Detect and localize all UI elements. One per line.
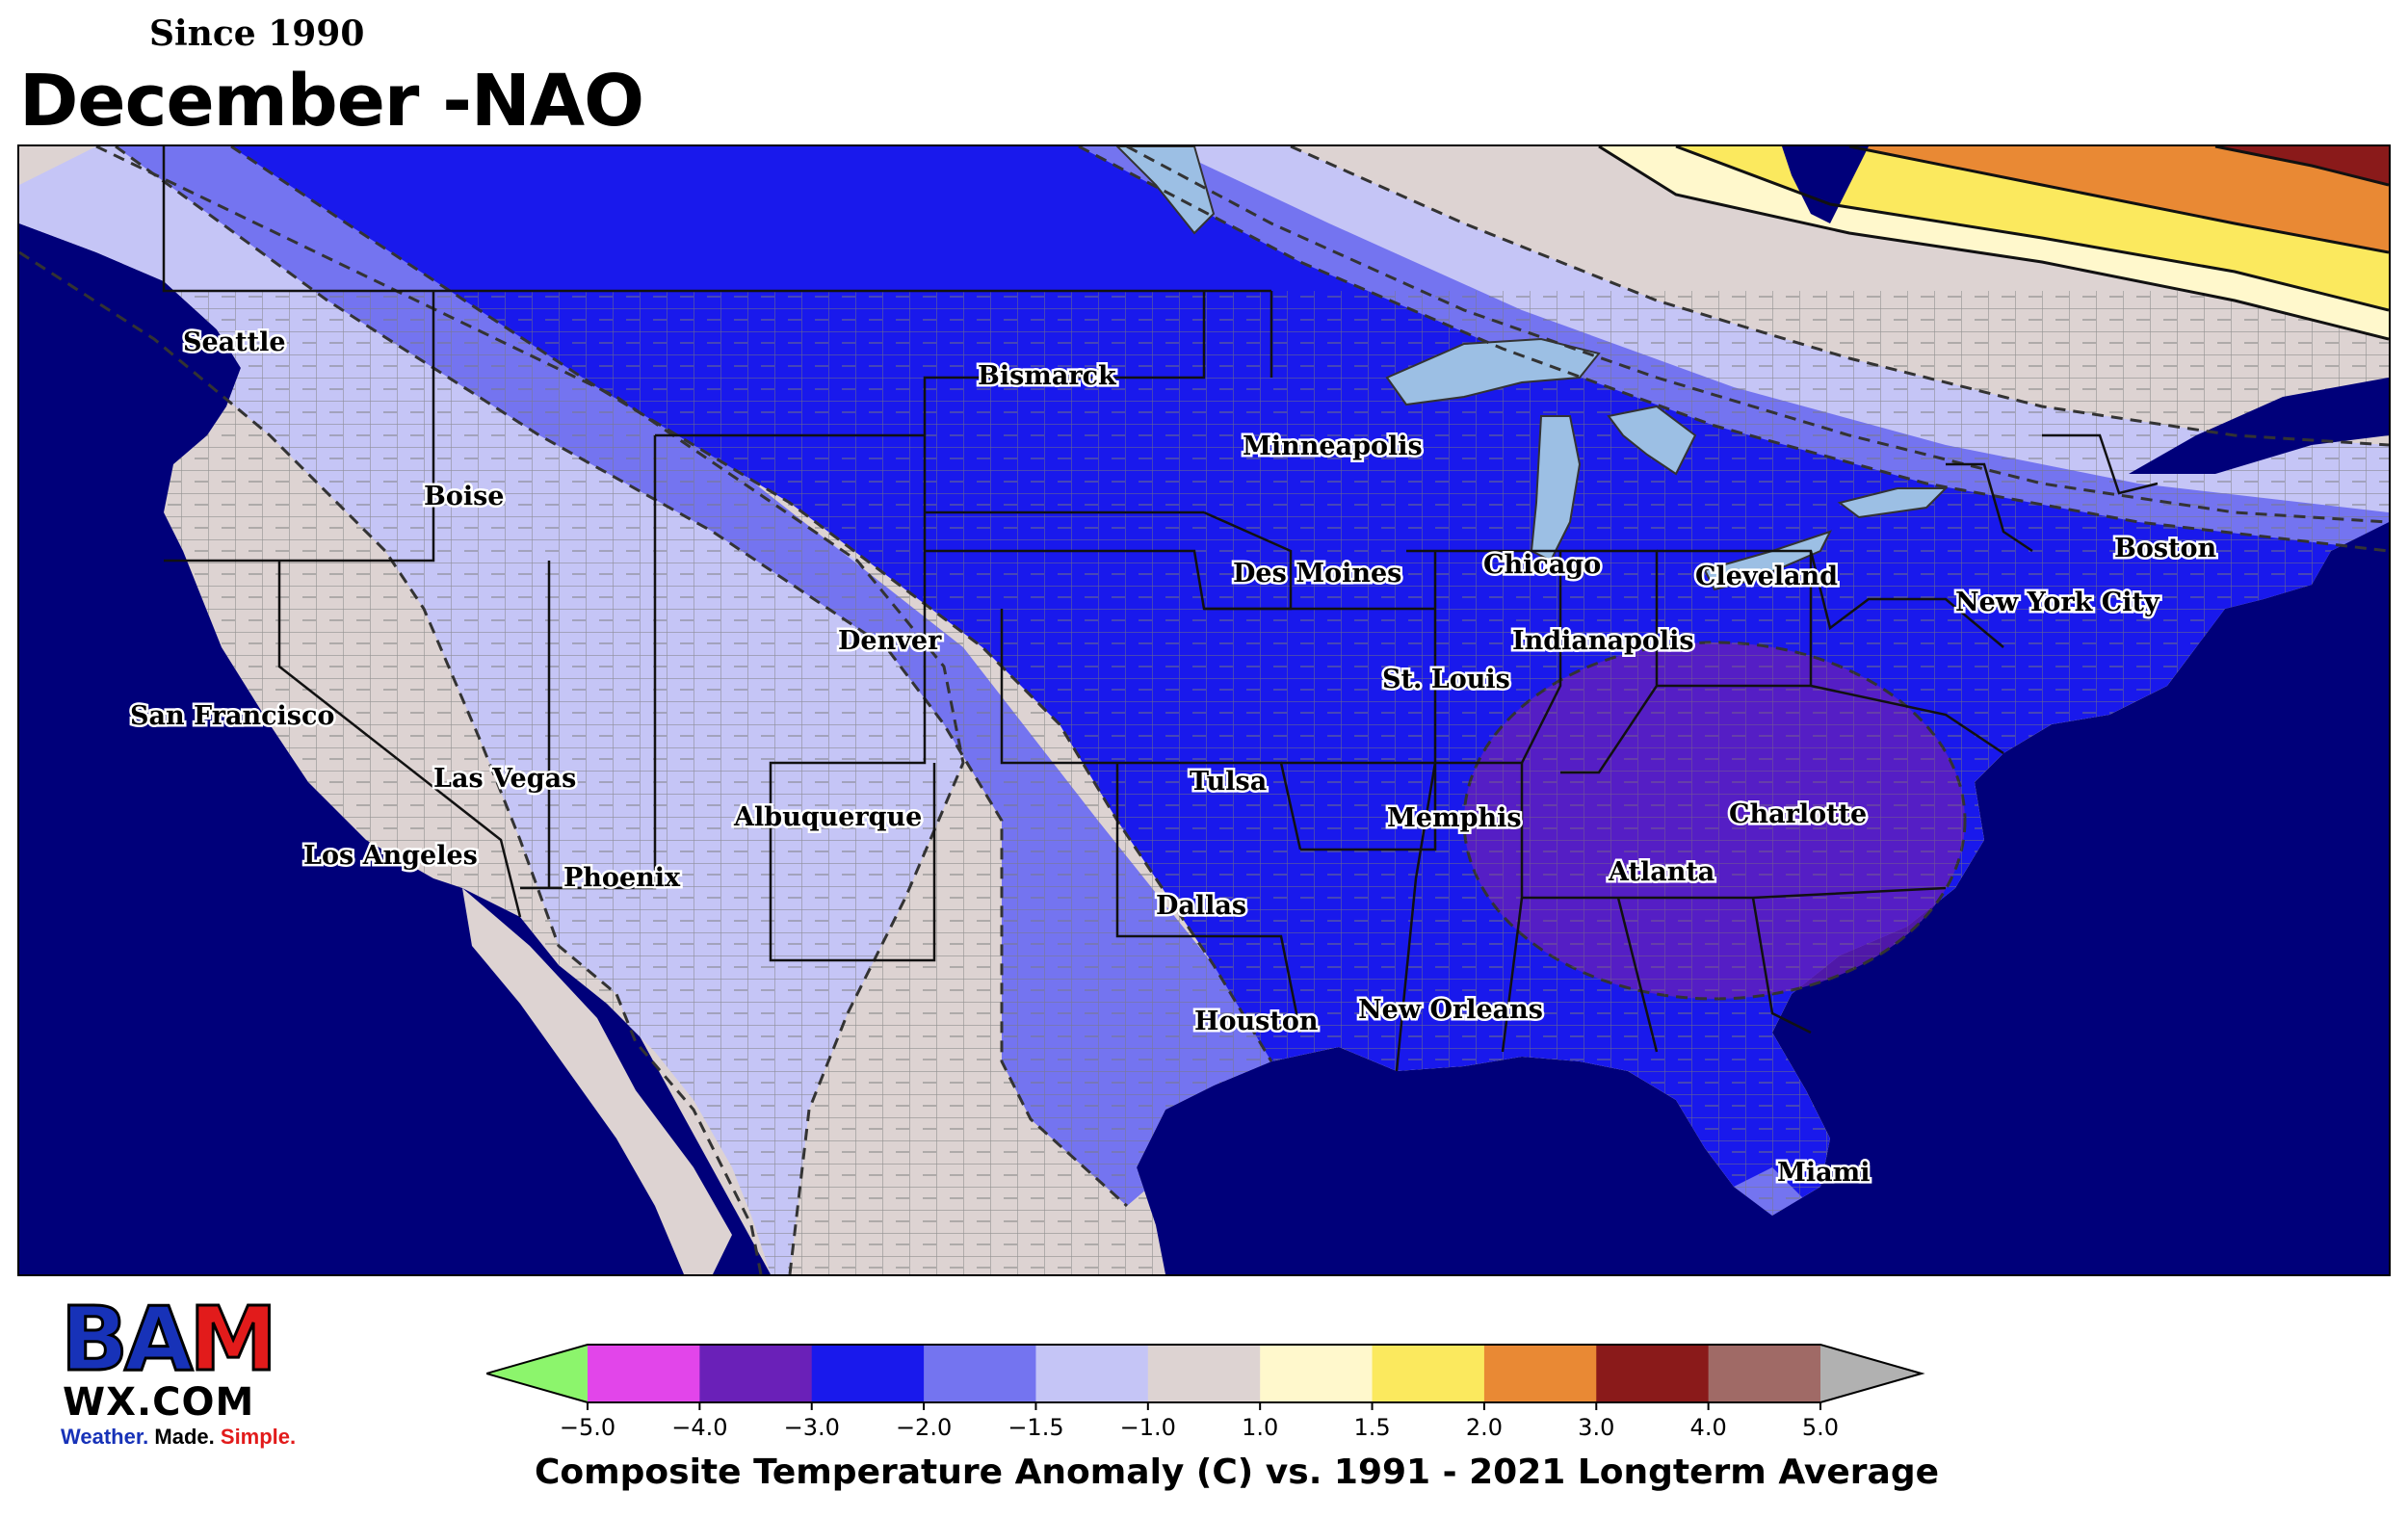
logo-tagline: Weather. Made. Simple. [61,1425,296,1450]
colorbar-segment [811,1345,925,1402]
colorbar-segment [1483,1345,1597,1402]
city-label-bismarck: Bismarck [978,361,1117,391]
city-label-miami: Miami [1777,1158,1870,1188]
hudson-bay [1782,146,1869,223]
lake-huron [1607,405,1697,476]
colorbar-tick-label: 4.0 [1690,1414,1727,1441]
state-borders [162,146,2159,1072]
city-label-phoenix: Phoenix [563,863,681,893]
great-lakes [1115,146,1949,591]
city-label-des-moines: Des Moines [1233,559,1401,589]
colorbar-tick-label: −2.0 [896,1414,952,1441]
lake-ontario [1837,487,1949,519]
colorbar-extend-low [486,1345,588,1402]
city-label-san-francisco: San Francisco [130,701,334,731]
city-label-houston: Houston [1194,1007,1319,1036]
city-label-atlanta: Atlanta [1608,857,1714,887]
city-label-cleveland: Cleveland [1695,562,1838,591]
colorbar-segment [588,1345,700,1402]
city-label-las-vegas: Las Vegas [433,764,576,794]
logo-domain: WX.COM [63,1380,255,1425]
city-label-boston: Boston [2114,534,2217,563]
lake-michigan [1530,415,1582,563]
logo-tag-simple: Simple. [214,1425,297,1449]
city-label-minneapolis: Minneapolis [1243,432,1423,461]
map-subtitle: Since 1990 [149,13,365,54]
colorbar-segment [699,1345,813,1402]
colorbar-segment [1596,1345,1710,1402]
logo-letters: BAM [59,1294,278,1385]
colorbar-svg: −5.0 −4.0 −3.0 −2.0 −1.5 −1.0 1.0 1.5 2.0 3.0 4.0 5… [483,1344,1925,1441]
colorbar-segment [1372,1345,1485,1402]
logo-tag-weather: Weather. [61,1425,149,1449]
city-label-boise: Boise [424,482,504,511]
logo-tag-made: Made. [148,1425,215,1449]
warm-contours [1598,146,2389,341]
colorbar-segment [924,1345,1036,1402]
city-label-dallas: Dallas [1156,891,1246,921]
city-label-st-louis: St. Louis [1382,665,1510,694]
gulf-st-lawrence [2129,378,2389,474]
city-label-albuquerque: Albuquerque [733,802,922,832]
colorbar-segment [1708,1345,1821,1402]
band-plus-3.0 [2215,146,2389,185]
colorbar-tick-label: −1.5 [1008,1414,1063,1441]
colorbar-segment [1035,1345,1149,1402]
city-label-los-angeles: Los Angeles [303,841,478,871]
colorbar-tick-label: −1.0 [1120,1414,1176,1441]
colorbar-segment [1260,1345,1374,1402]
colorbar-tick-label: 5.0 [1802,1414,1839,1441]
contour-lines [19,146,2389,1274]
city-label-chicago: Chicago [1483,550,1601,580]
colorbar-tick-label: −5.0 [560,1414,615,1441]
city-label-tulsa: Tulsa [1190,767,1267,797]
city-label-new-york-city: New York City [1955,588,2160,617]
city-label-indianapolis: Indianapolis [1512,626,1694,656]
colorbar-segment [1147,1345,1261,1402]
city-label-charlotte: Charlotte [1729,799,1867,829]
colorbar-tick-label: 1.0 [1242,1414,1278,1441]
city-label-new-orleans: New Orleans [1358,995,1543,1025]
map-svg: Seattle Boise Bismarck Minneapolis San F… [19,146,2389,1274]
bamwx-logo: BAM WX.COM Weather. Made. Simple. [53,1286,361,1449]
city-label-seattle: Seattle [183,327,286,357]
baja-land [462,888,732,1274]
logo-letters-left: BA [59,1288,194,1391]
colorbar-extend-high [1820,1345,1922,1402]
colorbar-label: Composite Temperature Anomaly (C) vs. 19… [535,1453,1940,1492]
logo-letters-right: M [188,1288,279,1391]
temperature-anomaly-map: Seattle Boise Bismarck Minneapolis San F… [17,144,2391,1276]
lake-superior [1385,337,1601,406]
city-labels: Seattle Boise Bismarck Minneapolis San F… [128,326,2220,1191]
colorbar-tick-label: 3.0 [1578,1414,1614,1441]
colorbar-tick-label: −4.0 [671,1414,727,1441]
colorbar-tick-label: 2.0 [1466,1414,1503,1441]
core-counties [1464,642,1965,999]
city-label-denver: Denver [838,626,942,656]
map-title: December -NAO [19,60,644,143]
colorbar: −5.0 −4.0 −3.0 −2.0 −1.5 −1.0 1.0 1.5 2.0 3.0 4.0 5… [483,1339,1940,1512]
city-label-memphis: Memphis [1387,803,1522,833]
lake-winnipeg [1115,146,1216,235]
colorbar-tick-label: −3.0 [784,1414,840,1441]
colorbar-tick-label: 1.5 [1353,1414,1390,1441]
